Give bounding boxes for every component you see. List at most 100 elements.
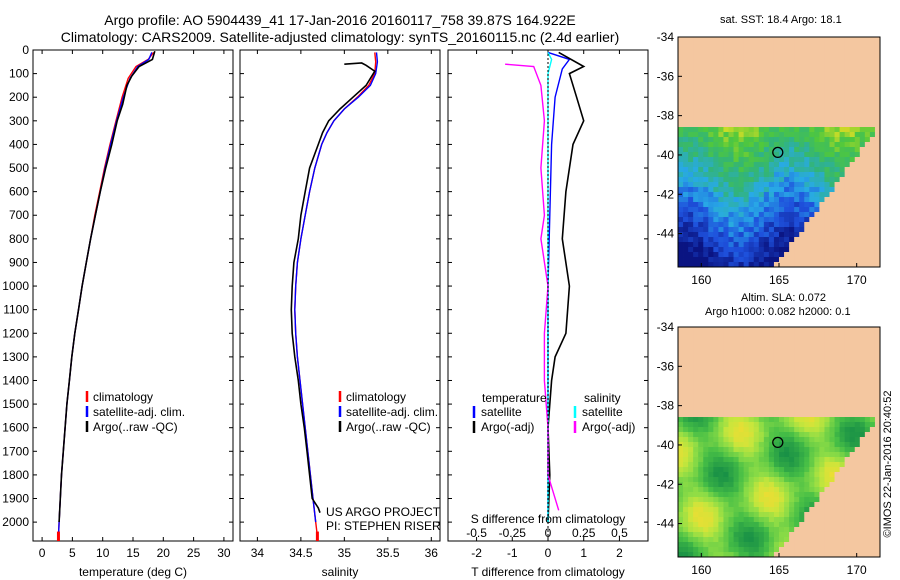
- map-cell: [874, 192, 881, 198]
- map-cell: [814, 122, 820, 128]
- map-cell: [748, 117, 755, 123]
- map-cell: [799, 67, 805, 73]
- map-cell: [814, 187, 820, 193]
- map-cell: [678, 232, 684, 238]
- map-cell: [824, 42, 830, 48]
- map-cell: [849, 412, 856, 418]
- map-cell: [698, 472, 704, 478]
- map-cell: [753, 467, 760, 473]
- map-cell: [794, 487, 800, 493]
- map-cell: [844, 92, 851, 98]
- map-cell: [773, 252, 780, 258]
- map-cell: [844, 192, 851, 198]
- map-cell: [799, 47, 805, 53]
- map-cell: [678, 497, 684, 503]
- map-cell: [869, 132, 876, 138]
- map-cell: [869, 377, 876, 383]
- map-cell: [763, 392, 770, 398]
- map-cell: [824, 542, 830, 548]
- map-cell: [773, 527, 780, 533]
- map-cell: [683, 162, 689, 168]
- map-cell: [728, 237, 734, 243]
- map-cell: [804, 47, 810, 53]
- map-cell: [854, 72, 861, 78]
- map-cell: [834, 517, 840, 523]
- map-cell: [819, 117, 825, 123]
- map-cell: [869, 462, 876, 468]
- map-cell: [748, 457, 755, 463]
- map-cell: [688, 62, 694, 68]
- map-cell: [763, 222, 770, 228]
- map-cell: [698, 102, 704, 108]
- map-cell: [844, 407, 851, 413]
- map-cell: [874, 377, 881, 383]
- map-cell: [688, 247, 694, 253]
- map-cell: [693, 462, 699, 468]
- map-cell: [688, 57, 694, 63]
- map-cell: [723, 412, 729, 418]
- map-cell: [819, 202, 825, 208]
- map-cell: [683, 337, 689, 343]
- map-cell: [703, 397, 709, 403]
- map-cell: [733, 187, 739, 193]
- map-cell: [713, 387, 719, 393]
- map-cell: [723, 132, 729, 138]
- map-cell: [794, 342, 800, 348]
- map-cell: [869, 402, 876, 408]
- map-cell: [743, 377, 750, 383]
- map-cell: [849, 452, 856, 458]
- map-cell: [723, 372, 729, 378]
- map-cell: [829, 217, 835, 223]
- map-cell: [713, 412, 719, 418]
- map-cell: [738, 187, 745, 193]
- map-cell: [758, 432, 765, 438]
- map-cell: [728, 542, 734, 548]
- map-cell: [713, 67, 719, 73]
- map-cell: [834, 142, 840, 148]
- map-cell: [713, 457, 719, 463]
- map-cell: [864, 167, 871, 173]
- map-cell: [713, 87, 719, 93]
- map-cell: [839, 457, 846, 463]
- map-cell: [864, 112, 871, 118]
- map-cell: [743, 167, 750, 173]
- map-cell: [708, 417, 714, 423]
- map-cell: [854, 327, 861, 333]
- map-cell: [864, 157, 871, 163]
- map-cell: [768, 432, 775, 438]
- map-cell: [718, 447, 724, 453]
- map-cell: [844, 122, 851, 128]
- map-cell: [693, 372, 699, 378]
- map-cell: [859, 262, 866, 268]
- map-cell: [819, 462, 825, 468]
- map-cell: [728, 117, 734, 123]
- map-cell: [789, 97, 795, 103]
- map-cell: [829, 517, 835, 523]
- map-cell: [814, 452, 820, 458]
- map-cell: [688, 442, 694, 448]
- map-cell: [839, 342, 846, 348]
- map-cell: [718, 122, 724, 128]
- map-cell: [849, 172, 856, 178]
- map-cell: [809, 97, 815, 103]
- map-cell: [839, 412, 846, 418]
- map-cell: [758, 522, 765, 528]
- map-cell: [789, 247, 795, 253]
- map-cell: [784, 372, 790, 378]
- map-cell: [829, 347, 835, 353]
- map-cell: [864, 537, 871, 543]
- map-cell: [753, 102, 760, 108]
- map-cell: [844, 547, 851, 553]
- map-cell: [753, 502, 760, 508]
- map-cell: [693, 417, 699, 423]
- map-cell: [703, 52, 709, 58]
- map-cell: [834, 217, 840, 223]
- map-cell: [839, 172, 846, 178]
- map-cell: [784, 487, 790, 493]
- map-cell: [854, 332, 861, 338]
- map-cell: [794, 82, 800, 88]
- map-cell: [713, 252, 719, 258]
- map-cell: [799, 147, 805, 153]
- map-cell: [693, 527, 699, 533]
- map-cell: [768, 197, 775, 203]
